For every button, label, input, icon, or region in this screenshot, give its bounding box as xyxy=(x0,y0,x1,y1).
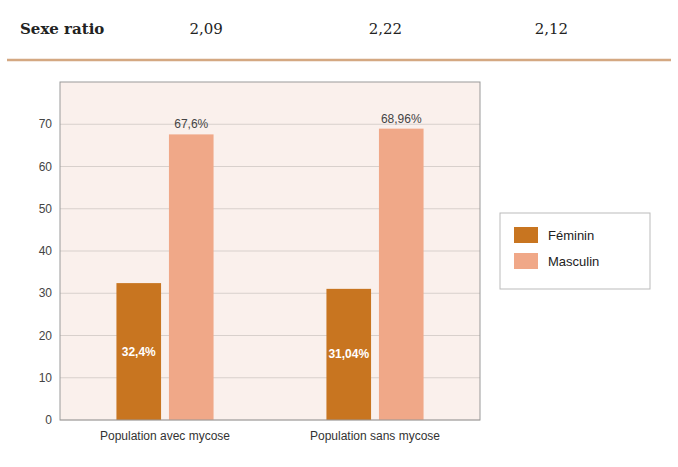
data-label: 68,96% xyxy=(381,112,422,126)
plot-frame xyxy=(60,82,480,420)
x-tick-label: Population sans mycose xyxy=(310,429,440,443)
header-separator xyxy=(7,59,671,62)
bar xyxy=(379,129,424,420)
y-tick-label: 30 xyxy=(39,286,53,300)
y-tick-label: 70 xyxy=(39,117,53,131)
y-tick-label: 10 xyxy=(39,371,53,385)
legend-swatch xyxy=(514,253,538,269)
header-value: 2,12 xyxy=(535,20,568,38)
data-label: 31,04% xyxy=(328,347,369,361)
x-tick-label: Population avec mycose xyxy=(100,429,230,443)
y-tick-label: 0 xyxy=(45,413,52,427)
grid xyxy=(60,124,480,420)
y-tick-label: 50 xyxy=(39,202,53,216)
data-label: 67,6% xyxy=(174,117,208,131)
header-value: 2,09 xyxy=(189,20,222,38)
data-label: 32,4% xyxy=(122,345,156,359)
legend-box xyxy=(500,213,650,289)
y-tick-label: 20 xyxy=(39,329,53,343)
bar xyxy=(169,134,214,420)
bar xyxy=(116,283,161,420)
legend-label: Féminin xyxy=(548,228,594,243)
y-tick-label: 60 xyxy=(39,160,53,174)
legend-label: Masculin xyxy=(548,254,599,269)
bar xyxy=(326,289,371,420)
data-labels: 32,4% 31,04% 67,6% 68,96% xyxy=(122,112,422,362)
title: Sexe ratio xyxy=(20,20,104,38)
chart-svg: Sexe ratio 2,09 2,22 2,12 0 10 20 30 40 50 60 70 32,… xyxy=(0,0,678,467)
legend-swatch xyxy=(514,227,538,243)
header-value: 2,22 xyxy=(369,20,402,38)
legend: Féminin Masculin xyxy=(500,213,650,289)
plot-background xyxy=(60,82,480,420)
bars xyxy=(116,129,423,420)
chart-container: Sexe ratio 2,09 2,22 2,12 0 10 20 30 40 50 60 70 32,… xyxy=(0,0,678,467)
y-tick-label: 40 xyxy=(39,244,53,258)
